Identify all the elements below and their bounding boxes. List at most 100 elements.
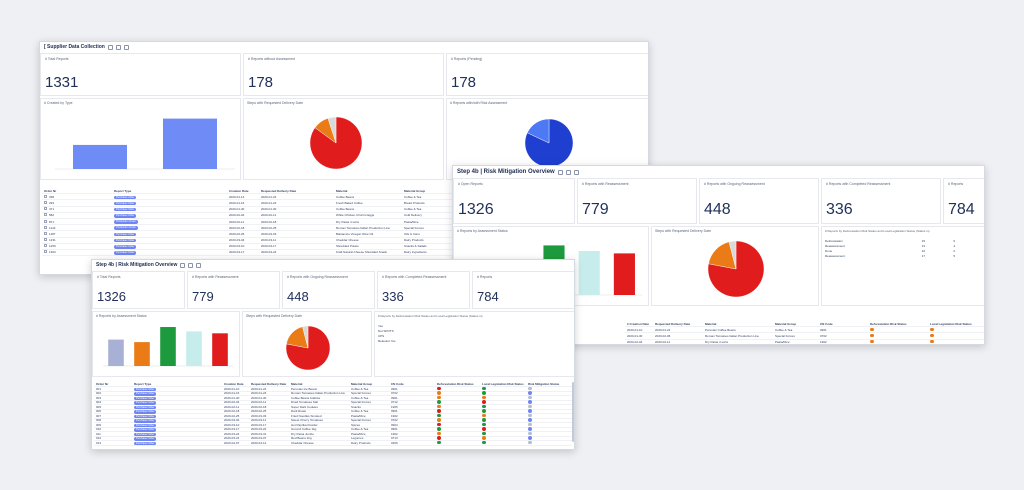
status-badge[interactable] [528, 391, 532, 395]
table-row[interactable]: 338 Purchase Order 2020-01-14 2020-01-24 Cof… [42, 194, 462, 201]
row-checkbox[interactable] [44, 238, 47, 242]
status-badge[interactable] [930, 327, 934, 332]
status-badge[interactable] [437, 427, 441, 431]
status-badge[interactable]: Purchase Order [114, 214, 137, 218]
status-badge[interactable] [482, 386, 486, 390]
star-icon[interactable] [180, 262, 186, 268]
status-badge[interactable] [482, 431, 486, 435]
pie-slice[interactable] [728, 240, 737, 270]
row-checkbox[interactable] [44, 231, 47, 235]
status-badge[interactable] [870, 333, 874, 338]
status-badge[interactable] [482, 391, 486, 395]
bar[interactable] [212, 333, 228, 366]
status-badge[interactable]: Purchase Order [134, 437, 157, 441]
status-badge[interactable]: Purchase Order [114, 207, 137, 212]
status-badge[interactable]: Purchase Order [134, 392, 157, 396]
status-badge[interactable] [528, 413, 532, 417]
bar[interactable] [108, 339, 124, 366]
status-badge[interactable] [437, 400, 441, 404]
status-badge[interactable] [482, 413, 486, 417]
table-row[interactable]: 293 Purchase Order 2020-01-16 2020-01-24 Fre… [42, 200, 462, 207]
status-badge[interactable]: Purchase Order [134, 387, 157, 391]
star-icon[interactable] [107, 44, 113, 50]
table-row[interactable]: 006 Purchase Order 2020-02-18 2020-02-25 Dar… [94, 409, 572, 414]
bar[interactable] [134, 342, 150, 366]
status-badge[interactable]: Purchase Order [134, 401, 157, 405]
status-badge[interactable] [437, 404, 441, 408]
status-badge[interactable] [528, 427, 532, 431]
pie-slice[interactable] [302, 325, 309, 349]
bar[interactable] [578, 251, 600, 295]
row-checkbox[interactable] [44, 225, 47, 229]
status-badge[interactable] [482, 400, 486, 404]
table-row[interactable]: 013 Purchase Order 2020-04-07 2020-04-14 Che… [94, 440, 572, 446]
bar[interactable] [613, 253, 635, 295]
table-row[interactable]: 871 Production Order 2020-02-11 2020-02-18 D… [42, 219, 462, 226]
status-badge[interactable] [528, 436, 532, 440]
table-row[interactable]: 001 Purchase Order 2020-01-10 2020-01-24 Per… [94, 386, 572, 392]
status-badge[interactable] [870, 339, 874, 344]
status-badge[interactable]: Purchase Order [134, 432, 157, 436]
status-badge[interactable] [482, 440, 486, 444]
table-row[interactable]: 2020-01-10 2020-01-24 Peruvian Coffee Bean… [625, 327, 984, 334]
status-badge[interactable]: Purchase Order [114, 238, 137, 243]
table-row[interactable]: 010 Purchase Order 2020-03-17 2020-03-24 Gro… [94, 427, 572, 432]
status-badge[interactable]: Purchase Order [134, 410, 157, 414]
status-badge[interactable] [437, 395, 441, 399]
table-row[interactable]: 003 Purchase Order 2020-01-30 2020-01-30 Cof… [94, 395, 572, 401]
status-badge[interactable] [437, 409, 441, 413]
status-badge[interactable] [528, 400, 532, 404]
table-row[interactable]: 007 Purchase Order 2020-02-25 2020-03-03 Fri… [94, 413, 572, 419]
status-badge[interactable]: Purchase Order [134, 428, 157, 432]
table-scrollbar[interactable] [572, 382, 574, 442]
status-badge[interactable] [437, 413, 441, 417]
table-row[interactable]: 008 Purchase Order 2020-03-04 2020-03-11 Swe… [94, 418, 572, 423]
status-badge[interactable]: Purchase Order [134, 419, 157, 423]
table-row[interactable]: 012 Purchase Order 2020-03-31 2020-04-07 Red… [94, 436, 572, 441]
status-badge[interactable] [482, 427, 486, 431]
status-badge[interactable] [437, 431, 441, 435]
refresh-icon[interactable] [115, 44, 121, 50]
status-badge[interactable]: Purchase Order [134, 396, 157, 400]
status-badge[interactable] [437, 422, 441, 426]
row-checkbox[interactable] [44, 250, 47, 254]
pie-slice[interactable] [707, 240, 765, 298]
status-badge[interactable]: Purchase Order [114, 245, 137, 249]
status-badge[interactable] [528, 386, 532, 390]
status-badge[interactable] [528, 395, 532, 399]
status-badge[interactable] [437, 391, 441, 395]
table-row[interactable]: 1231 Purchase Order 2020-03-04 2020-03-11 Ch… [42, 238, 462, 244]
table-row[interactable]: 1303 Purchase Order 2020-03-17 2020-03-24 Kr… [42, 250, 462, 257]
bar[interactable] [73, 144, 127, 169]
status-badge[interactable]: Purchase Order [134, 405, 157, 409]
bar[interactable] [160, 327, 176, 366]
row-checkbox[interactable] [44, 194, 47, 198]
table-row[interactable]: 004 Purchase Order 2020-02-04 2020-02-11 Dri… [94, 400, 572, 405]
bar[interactable] [186, 331, 202, 366]
status-badge[interactable] [528, 404, 532, 408]
row-checkbox[interactable] [44, 207, 47, 211]
status-badge[interactable]: Purchase Order [114, 195, 137, 200]
status-badge[interactable] [930, 333, 934, 338]
status-badge[interactable] [437, 440, 441, 444]
status-badge[interactable] [482, 422, 486, 426]
table-row[interactable]: 005 Purchase Order 2020-02-11 2020-02-18 Sup… [94, 404, 572, 410]
status-badge[interactable]: Production Order [114, 226, 138, 230]
status-badge[interactable] [528, 440, 532, 444]
row-checkbox[interactable] [44, 244, 47, 248]
table-row[interactable]: 1142 Production Order 2020-02-18 2020-02-25… [42, 225, 462, 232]
status-badge[interactable] [482, 436, 486, 440]
status-badge[interactable] [437, 436, 441, 440]
row-checkbox[interactable] [44, 213, 47, 217]
status-badge[interactable] [437, 418, 441, 422]
status-badge[interactable]: Purchase Order [134, 441, 157, 445]
settings-icon[interactable] [196, 262, 202, 268]
table-row[interactable]: 2020-02-04 2020-02-11 Dry Pasta 4 sorts Pas… [625, 339, 984, 344]
table-row[interactable]: 009 Purchase Order 2020-03-10 2020-03-17 Hot… [94, 422, 572, 428]
status-badge[interactable] [528, 409, 532, 413]
status-badge[interactable] [482, 409, 486, 413]
star-icon[interactable] [557, 169, 563, 175]
table-row[interactable]: 1187 Purchase Order 2020-02-25 2020-03-03 Ba… [42, 231, 462, 238]
status-badge[interactable]: Purchase Order [134, 414, 157, 418]
row-checkbox[interactable] [44, 200, 47, 204]
